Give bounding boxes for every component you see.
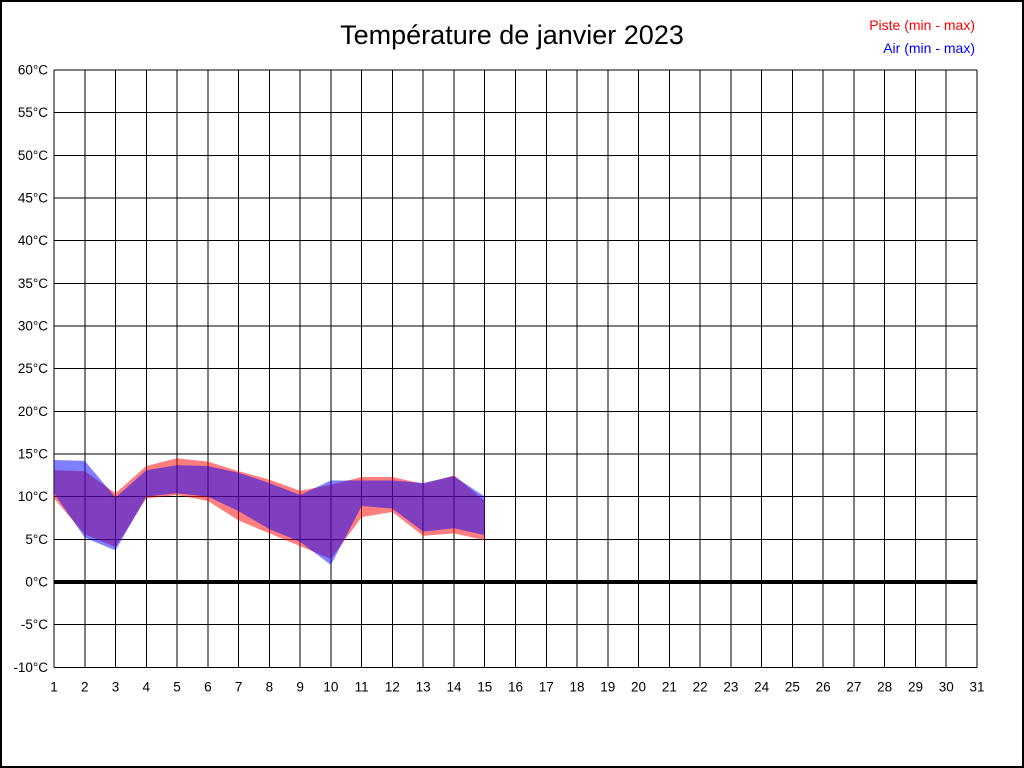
x-axis-label: 27 (846, 679, 861, 694)
x-axis-label: 28 (877, 679, 892, 694)
x-axis-label: 29 (908, 679, 923, 694)
legend-piste: Piste (min - max) (869, 17, 975, 33)
y-axis-label: 40°C (18, 233, 48, 248)
x-axis-label: 7 (235, 679, 243, 694)
x-axis-label: 11 (355, 679, 369, 694)
y-axis-label: 25°C (18, 361, 48, 376)
x-axis-label: 18 (570, 679, 585, 694)
x-axis-label: 19 (600, 679, 615, 694)
y-axis-label: 30°C (18, 319, 48, 334)
legend: Piste (min - max) Air (min - max) (869, 14, 975, 60)
x-axis-label: 2 (81, 679, 89, 694)
y-axis-label: 60°C (18, 63, 48, 78)
x-axis-label: 5 (173, 679, 181, 694)
y-axis-label: 20°C (18, 404, 48, 419)
x-axis-label: 31 (969, 679, 984, 694)
x-axis-label: 6 (204, 679, 212, 694)
y-axis-label: 15°C (18, 447, 48, 462)
y-axis-label: 45°C (18, 191, 48, 206)
x-axis-label: 15 (477, 679, 492, 694)
x-axis-label: 24 (754, 679, 770, 694)
y-axis-label: 35°C (18, 276, 48, 291)
y-axis-label: 10°C (18, 489, 48, 504)
x-axis-label: 14 (446, 679, 462, 694)
x-axis-label: 23 (723, 679, 738, 694)
x-axis-label: 4 (143, 679, 151, 694)
y-axis-label: 50°C (18, 148, 48, 163)
x-axis-label: 22 (693, 679, 708, 694)
x-axis-label: 25 (785, 679, 800, 694)
legend-air: Air (min - max) (883, 40, 975, 56)
x-axis-label: 9 (296, 679, 304, 694)
y-axis-label: 0°C (25, 575, 48, 590)
x-axis-label: 30 (939, 679, 954, 694)
x-axis-label: 21 (662, 679, 677, 694)
x-axis-label: 20 (631, 679, 646, 694)
x-axis-label: 17 (539, 679, 554, 694)
y-axis-label: 55°C (18, 105, 48, 120)
x-axis-label: 3 (112, 679, 120, 694)
chart-title: Température de janvier 2023 (340, 20, 684, 50)
x-axis-label: 13 (416, 679, 431, 694)
x-axis-label: 26 (816, 679, 831, 694)
x-axis-label: 16 (508, 679, 523, 694)
x-axis-label: 1 (50, 679, 58, 694)
air-band (54, 459, 485, 565)
y-axis-label: -5°C (21, 617, 48, 632)
y-axis-label: 5°C (25, 532, 48, 547)
x-axis-label: 10 (323, 679, 338, 694)
x-axis-label: 8 (266, 679, 274, 694)
y-axis-label: -10°C (13, 660, 48, 675)
x-axis-label: 12 (385, 679, 400, 694)
